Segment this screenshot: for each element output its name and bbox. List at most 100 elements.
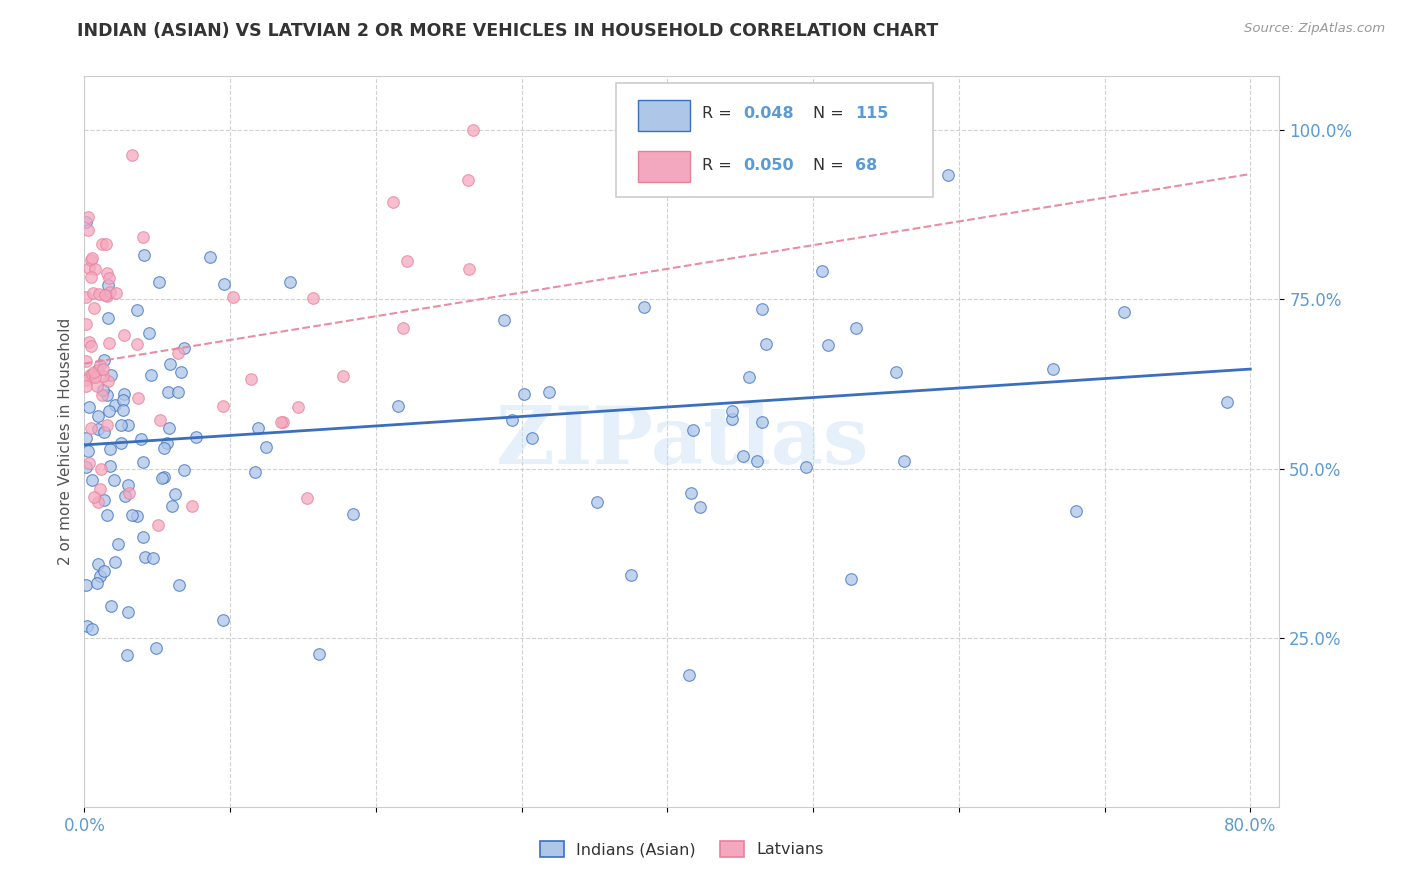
Point bbox=[103, 473, 125, 487]
Point bbox=[77, 223, 100, 237]
Point bbox=[796, 459, 818, 474]
Point bbox=[93, 564, 115, 578]
Point bbox=[501, 413, 523, 427]
Point bbox=[117, 417, 139, 432]
Point bbox=[77, 456, 100, 470]
Point bbox=[80, 269, 103, 284]
Point bbox=[82, 285, 104, 300]
Point bbox=[127, 391, 149, 405]
Point bbox=[342, 507, 364, 521]
Point bbox=[173, 342, 195, 356]
Point bbox=[287, 400, 309, 414]
Point bbox=[112, 387, 135, 401]
Point bbox=[152, 441, 174, 455]
Point bbox=[817, 338, 839, 352]
Point bbox=[98, 271, 121, 285]
Point bbox=[1216, 395, 1239, 409]
Point bbox=[97, 311, 120, 326]
Point bbox=[145, 640, 167, 655]
Point bbox=[138, 326, 160, 340]
Point bbox=[755, 337, 778, 351]
Point bbox=[1114, 304, 1136, 318]
Point bbox=[110, 417, 132, 432]
Point bbox=[93, 368, 115, 383]
Point bbox=[100, 599, 122, 614]
Point bbox=[75, 459, 97, 474]
Point bbox=[98, 458, 121, 473]
Point bbox=[86, 576, 108, 591]
Point bbox=[254, 440, 277, 454]
Point bbox=[91, 388, 114, 402]
Point bbox=[91, 237, 114, 252]
Point bbox=[97, 374, 120, 388]
Point bbox=[118, 485, 141, 500]
Point bbox=[239, 371, 262, 385]
Point bbox=[115, 648, 138, 662]
Point bbox=[148, 275, 170, 289]
Point bbox=[100, 368, 122, 382]
Point bbox=[167, 384, 190, 399]
Point bbox=[83, 491, 105, 505]
Point bbox=[1042, 362, 1064, 376]
Point bbox=[457, 173, 479, 187]
Point bbox=[111, 393, 134, 408]
Point bbox=[295, 491, 318, 505]
Point bbox=[96, 418, 118, 433]
Point bbox=[387, 399, 409, 413]
Point bbox=[86, 494, 108, 508]
Point bbox=[112, 403, 135, 417]
Point bbox=[721, 403, 744, 417]
Point bbox=[271, 415, 294, 429]
Point bbox=[87, 363, 110, 377]
Point bbox=[184, 429, 207, 443]
Point bbox=[90, 462, 112, 476]
Point bbox=[112, 327, 135, 342]
Point bbox=[104, 398, 127, 412]
Point bbox=[110, 436, 132, 450]
Point bbox=[811, 264, 834, 278]
Point bbox=[79, 339, 101, 353]
Point bbox=[80, 253, 103, 268]
Point bbox=[141, 368, 163, 383]
Point bbox=[396, 254, 419, 268]
Point bbox=[302, 291, 325, 305]
Point bbox=[79, 368, 101, 382]
Point bbox=[83, 365, 105, 379]
Point bbox=[94, 287, 117, 301]
Point bbox=[127, 337, 149, 351]
Point bbox=[152, 471, 174, 485]
Point bbox=[121, 508, 143, 523]
Point bbox=[159, 357, 181, 371]
Point bbox=[97, 278, 120, 293]
Point bbox=[214, 277, 236, 291]
Point bbox=[280, 275, 302, 289]
Point bbox=[160, 499, 183, 513]
Point bbox=[104, 285, 127, 300]
Point bbox=[96, 236, 118, 251]
Point bbox=[132, 530, 155, 544]
Point bbox=[679, 485, 702, 500]
Point bbox=[733, 449, 755, 463]
Point bbox=[682, 423, 704, 437]
Text: INDIAN (ASIAN) VS LATVIAN 2 OR MORE VEHICLES IN HOUSEHOLD CORRELATION CHART: INDIAN (ASIAN) VS LATVIAN 2 OR MORE VEHI… bbox=[77, 22, 939, 40]
Point bbox=[586, 495, 609, 509]
Point bbox=[93, 353, 115, 368]
Point bbox=[96, 288, 118, 302]
Point bbox=[89, 358, 111, 372]
Point bbox=[86, 422, 108, 436]
Point bbox=[332, 369, 354, 384]
Point bbox=[678, 668, 700, 682]
FancyBboxPatch shape bbox=[638, 151, 690, 182]
Point bbox=[886, 365, 908, 379]
Point bbox=[936, 168, 959, 182]
Point bbox=[620, 567, 643, 582]
Point bbox=[127, 302, 149, 317]
Point bbox=[77, 335, 100, 350]
Point bbox=[91, 361, 114, 376]
Text: Source: ZipAtlas.com: Source: ZipAtlas.com bbox=[1244, 22, 1385, 36]
Point bbox=[75, 373, 97, 387]
Point bbox=[308, 647, 330, 661]
Point bbox=[461, 123, 484, 137]
Point bbox=[76, 443, 98, 458]
Point bbox=[117, 477, 139, 491]
